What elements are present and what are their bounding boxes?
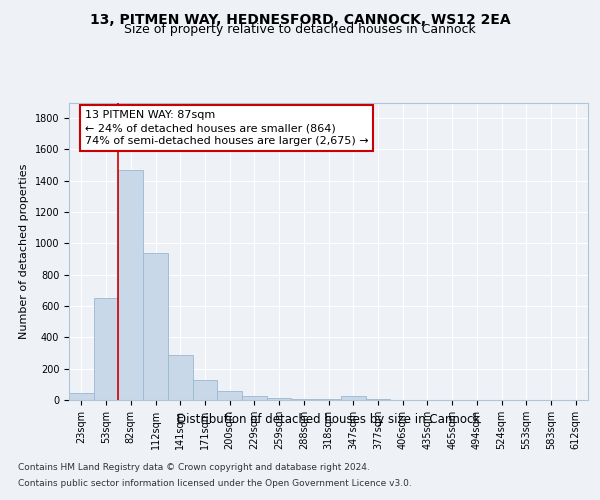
Bar <box>242 396 267 400</box>
Text: Distribution of detached houses by size in Cannock: Distribution of detached houses by size … <box>177 412 481 426</box>
Bar <box>267 398 292 400</box>
Bar <box>118 170 143 400</box>
Text: 13, PITMEN WAY, HEDNESFORD, CANNOCK, WS12 2EA: 13, PITMEN WAY, HEDNESFORD, CANNOCK, WS1… <box>89 12 511 26</box>
Text: 13 PITMEN WAY: 87sqm
← 24% of detached houses are smaller (864)
74% of semi-deta: 13 PITMEN WAY: 87sqm ← 24% of detached h… <box>85 110 368 146</box>
Bar <box>143 253 168 400</box>
Bar <box>341 396 365 400</box>
Text: Size of property relative to detached houses in Cannock: Size of property relative to detached ho… <box>124 24 476 36</box>
Bar <box>292 399 316 400</box>
Text: Contains public sector information licensed under the Open Government Licence v3: Contains public sector information licen… <box>18 478 412 488</box>
Bar <box>365 399 390 400</box>
Bar <box>168 354 193 400</box>
Bar <box>193 380 217 400</box>
Bar <box>217 392 242 400</box>
Y-axis label: Number of detached properties: Number of detached properties <box>19 164 29 339</box>
Text: Contains HM Land Registry data © Crown copyright and database right 2024.: Contains HM Land Registry data © Crown c… <box>18 464 370 472</box>
Bar <box>94 298 118 400</box>
Bar <box>316 399 341 400</box>
Bar <box>69 393 94 400</box>
